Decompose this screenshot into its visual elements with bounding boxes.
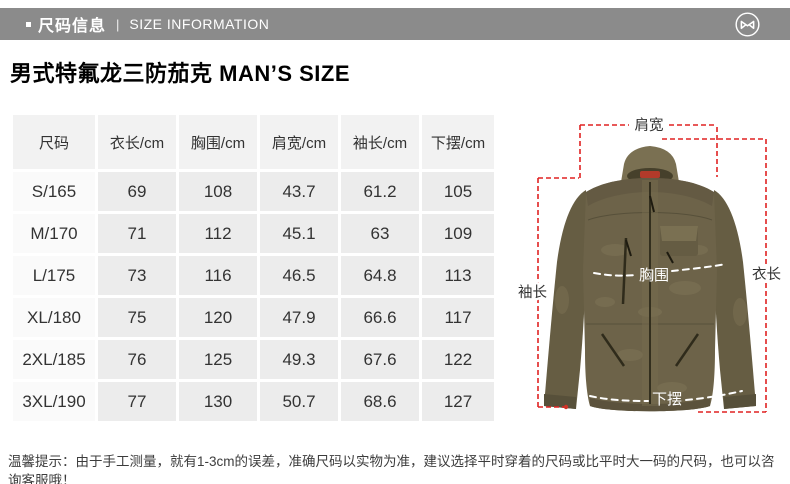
label-length: 衣长: [752, 266, 781, 283]
cell-value: 43.7: [260, 172, 338, 211]
cell-value: 105: [422, 172, 494, 211]
table-row: L/175 73 116 46.5 64.8 113: [13, 256, 494, 295]
shoulder-measure-line: [579, 124, 718, 178]
sleeve-measure-line: [537, 177, 579, 410]
cell-value: 75: [98, 298, 176, 337]
col-header-size: 尺码: [13, 115, 95, 169]
length-measure-line: [662, 138, 767, 413]
cell-size: XL/180: [13, 298, 95, 337]
cell-value: 61.2: [341, 172, 419, 211]
cell-value: 69: [98, 172, 176, 211]
cell-value: 113: [422, 256, 494, 295]
page-title: 男式特氟龙三防茄克 MAN’S SIZE: [10, 61, 351, 86]
cell-size: 2XL/185: [13, 340, 95, 379]
cell-value: 125: [179, 340, 257, 379]
cell-value: 64.8: [341, 256, 419, 295]
col-header-chest: 胸围/cm: [179, 115, 257, 169]
label-sleeve: 袖长: [518, 284, 547, 301]
col-header-hem: 下摆/cm: [422, 115, 494, 169]
cell-size: S/165: [13, 172, 95, 211]
label-chest: 胸围: [639, 267, 669, 284]
section-title-cn: 尺码信息: [38, 18, 107, 35]
section-title-en: SIZE INFORMATION: [129, 16, 270, 32]
jacket-illustration: [544, 146, 756, 412]
cell-value: 73: [98, 256, 176, 295]
cell-value: 116: [179, 256, 257, 295]
cell-value: 47.9: [260, 298, 338, 337]
cell-value: 76: [98, 340, 176, 379]
col-header-shoulder: 肩宽/cm: [260, 115, 338, 169]
cell-value: 71: [98, 214, 176, 253]
label-hem: 下摆: [652, 391, 682, 408]
cell-value: 130: [179, 382, 257, 421]
table-row: 2XL/185 76 125 49.3 67.6 122: [13, 340, 494, 379]
jacket-measurement-figure: 肩宽 衣长 袖长 胸围 下摆: [510, 100, 790, 440]
chest-measure-line: [593, 263, 727, 277]
brand-m-logo-icon: [735, 12, 760, 37]
cell-value: 66.6: [341, 298, 419, 337]
title-divider: |: [116, 16, 120, 32]
cell-value: 109: [422, 214, 494, 253]
section-header-bar: 尺码信息 | SIZE INFORMATION: [0, 8, 790, 40]
cell-value: 122: [422, 340, 494, 379]
cell-value: 67.6: [341, 340, 419, 379]
table-row: S/165 69 108 43.7 61.2 105: [13, 172, 494, 211]
hem-measure-line: [589, 390, 743, 402]
jacket-image: 肩宽 衣长 袖长 胸围 下摆: [516, 117, 784, 413]
table-row: 3XL/190 77 130 50.7 68.6 127: [13, 382, 494, 421]
table-row: M/170 71 112 45.1 63 109: [13, 214, 494, 253]
measurement-notice: 温馨提示：由于手工测量，就有1-3cm的误差，准确尺码以实物为准，建议选择平时穿…: [8, 453, 775, 484]
cell-value: 46.5: [260, 256, 338, 295]
cell-value: 68.6: [341, 382, 419, 421]
cell-size: 3XL/190: [13, 382, 95, 421]
cell-value: 63: [341, 214, 419, 253]
cell-value: 127: [422, 382, 494, 421]
cell-value: 112: [179, 214, 257, 253]
table-row: XL/180 75 120 47.9 66.6 117: [13, 298, 494, 337]
cell-value: 77: [98, 382, 176, 421]
cell-value: 49.3: [260, 340, 338, 379]
square-bullet-icon: [26, 21, 31, 27]
cell-size: L/175: [13, 256, 95, 295]
cell-size: M/170: [13, 214, 95, 253]
size-table: 尺码 衣长/cm 胸围/cm 肩宽/cm 袖长/cm 下摆/cm S/165 6…: [10, 112, 497, 424]
col-header-length: 衣长/cm: [98, 115, 176, 169]
cell-value: 120: [179, 298, 257, 337]
cell-value: 50.7: [260, 382, 338, 421]
table-header-row: 尺码 衣长/cm 胸围/cm 肩宽/cm 袖长/cm 下摆/cm: [13, 115, 494, 169]
cell-value: 117: [422, 298, 494, 337]
col-header-sleeve: 袖长/cm: [341, 115, 419, 169]
cell-value: 108: [179, 172, 257, 211]
cell-value: 45.1: [260, 214, 338, 253]
label-shoulder: 肩宽: [635, 117, 664, 134]
